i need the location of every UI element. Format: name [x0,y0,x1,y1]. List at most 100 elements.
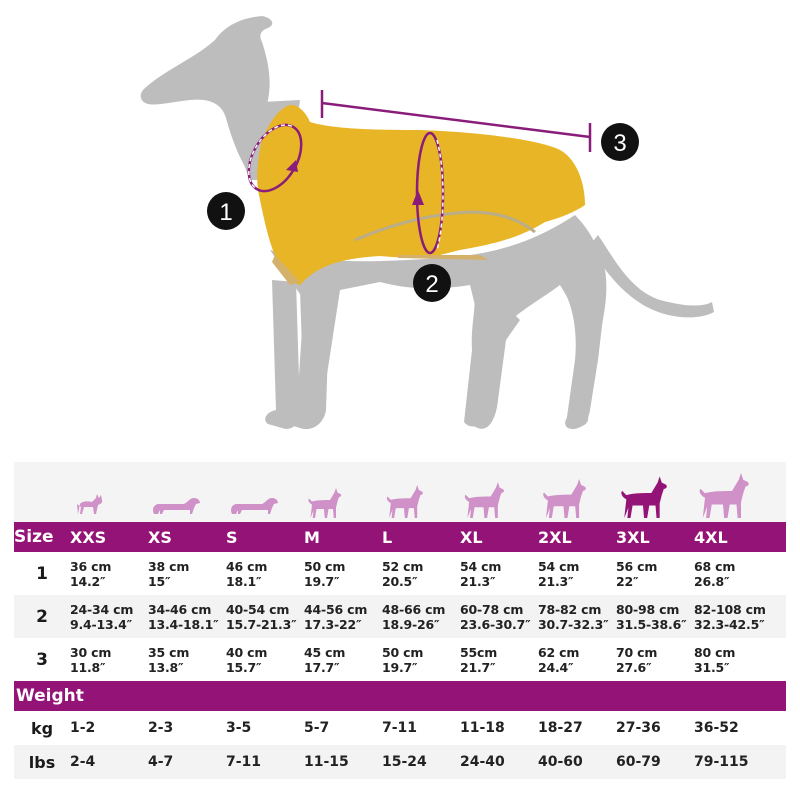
size-chart-table: Size XXS XS S M L XL 2XL 3XL 4XL 1 36 cm 14.2″ 38 c… [14,462,786,779]
weight-header-row: Weight [14,681,786,711]
value-inches: 9.4-13.4″ [70,616,132,632]
value-inches: 19.7″ [304,573,340,589]
measurement-cell: 82-108 cm 32.3-42.5″ [694,595,766,638]
weight-row-lbs: lbs 2-4 4-7 7-11 11-15 15-24 24-40 40-60 60-79 79… [14,745,786,779]
weight-cell: 7-11 [382,720,418,736]
value-inches: 26.8″ [694,573,730,589]
weight-unit-label: lbs [28,752,56,772]
size-label-xl: XL [460,527,483,547]
measurement-cell: 44-56 cm 17.3-22″ [304,595,367,638]
measurement-row-3: 3 30 cm 11.8″ 35 cm 13.8″ 40 cm 15.7″ 45 cm 17.7… [14,638,786,681]
value-cm: 60-78 cm [460,601,524,617]
measurement-cell: 50 cm 19.7″ [382,638,423,681]
measurement-row-2: 2 24-34 cm 9.4-13.4″ 34-46 cm 13.4-18.1″ 40-5… [14,595,786,638]
value-inches: 20.5″ [382,573,418,589]
weight-cell: 2-4 [70,754,96,770]
value-inches: 21.7″ [460,659,496,675]
svg-text:2: 2 [425,271,438,298]
dog-size-m-icon [306,462,342,522]
size-label-s: S [226,527,238,547]
svg-text:3: 3 [613,130,626,157]
value-cm: 34-46 cm [148,601,212,617]
measurement-cell: 50 cm 19.7″ [304,552,345,595]
measurement-cell: 68 cm 26.8″ [694,552,735,595]
measurement-cell: 80-98 cm 31.5-38.6″ [616,595,687,638]
value-cm: 80-98 cm [616,601,680,617]
measurement-cell: 30 cm 11.8″ [70,638,111,681]
value-cm: 55cm [460,644,498,660]
size-label-4xl: 4XL [694,527,728,547]
dog-size-2xl-icon [540,462,587,522]
measurement-row-1: 1 36 cm 14.2″ 38 cm 15″ 46 cm 18.1″ 50 cm 19.7″ 5… [14,552,786,595]
weight-cell: 7-11 [226,754,262,770]
weight-cell: 27-36 [616,720,661,736]
value-inches: 31.5-38.6″ [616,616,687,632]
weight-cell: 24-40 [460,754,505,770]
marker-2-icon: 2 [413,264,451,302]
dog-size-l-icon [384,462,424,522]
value-inches: 23.6-30.7″ [460,616,531,632]
value-inches: 24.4″ [538,659,574,675]
size-header-row: Size XXS XS S M L XL 2XL 3XL 4XL [14,522,786,552]
value-cm: 50 cm [382,644,424,660]
value-cm: 70 cm [616,644,658,660]
value-cm: 38 cm [148,558,190,574]
size-header-label: Size [14,527,54,547]
measurement-cell: 34-46 cm 13.4-18.1″ [148,595,219,638]
value-inches: 17.7″ [304,659,340,675]
value-cm: 48-66 cm [382,601,446,617]
weight-cell: 36-52 [694,720,739,736]
value-inches: 13.8″ [148,659,184,675]
measurement-cell: 78-82 cm 30.7-32.3″ [538,595,609,638]
measurement-cell: 38 cm 15″ [148,552,189,595]
dog-size-xs-icon [150,462,202,522]
measurement-cell: 54 cm 21.3″ [538,552,579,595]
value-inches: 22″ [616,573,639,589]
weight-unit-label: kg [30,718,54,738]
measurement-cell: 48-66 cm 18.9-26″ [382,595,445,638]
measurement-cell: 56 cm 22″ [616,552,657,595]
measurement-cell: 35 cm 13.8″ [148,638,189,681]
measurement-label: 2 [36,606,48,627]
value-cm: 68 cm [694,558,736,574]
measurement-cell: 40 cm 15.7″ [226,638,267,681]
value-cm: 50 cm [304,558,346,574]
value-cm: 62 cm [538,644,580,660]
value-inches: 15″ [148,573,171,589]
measurement-cell: 45 cm 17.7″ [304,638,345,681]
dog-size-4xl-icon [696,462,750,522]
size-label-l: L [382,527,393,547]
value-inches: 21.3″ [460,573,496,589]
weight-cell: 2-3 [148,720,174,736]
measurement-cell: 60-78 cm 23.6-30.7″ [460,595,531,638]
value-cm: 78-82 cm [538,601,602,617]
value-inches: 18.9-26″ [382,616,440,632]
value-inches: 19.7″ [382,659,418,675]
weight-row-kg: kg 1-2 2-3 3-5 5-7 7-11 11-18 18-27 27-36 36-52 [14,711,786,745]
value-inches: 14.2″ [70,573,106,589]
value-cm: 56 cm [616,558,658,574]
weight-header-label: Weight [16,686,84,706]
value-cm: 80 cm [694,644,736,660]
size-label-m: M [304,527,320,547]
weight-cell: 18-27 [538,720,583,736]
marker-1-icon: 1 [207,192,245,230]
measurement-label: 1 [36,563,48,584]
measurement-cell: 24-34 cm 9.4-13.4″ [70,595,133,638]
size-label-3xl: 3XL [616,527,650,547]
value-cm: 36 cm [70,558,112,574]
value-inches: 31.5″ [694,659,730,675]
measurement-cell: 62 cm 24.4″ [538,638,579,681]
measurement-cell: 36 cm 14.2″ [70,552,111,595]
value-inches: 11.8″ [70,659,106,675]
measurement-cell: 55cm 21.7″ [460,638,497,681]
value-inches: 32.3-42.5″ [694,616,765,632]
value-cm: 45 cm [304,644,346,660]
value-cm: 24-34 cm [70,601,134,617]
measurement-cell: 54 cm 21.3″ [460,552,501,595]
weight-cell: 4-7 [148,754,174,770]
weight-cell: 5-7 [304,720,330,736]
value-inches: 17.3-22″ [304,616,362,632]
dog-coat-measurement-illustration: 1 2 3 [140,16,714,430]
measurement-cell: 70 cm 27.6″ [616,638,657,681]
